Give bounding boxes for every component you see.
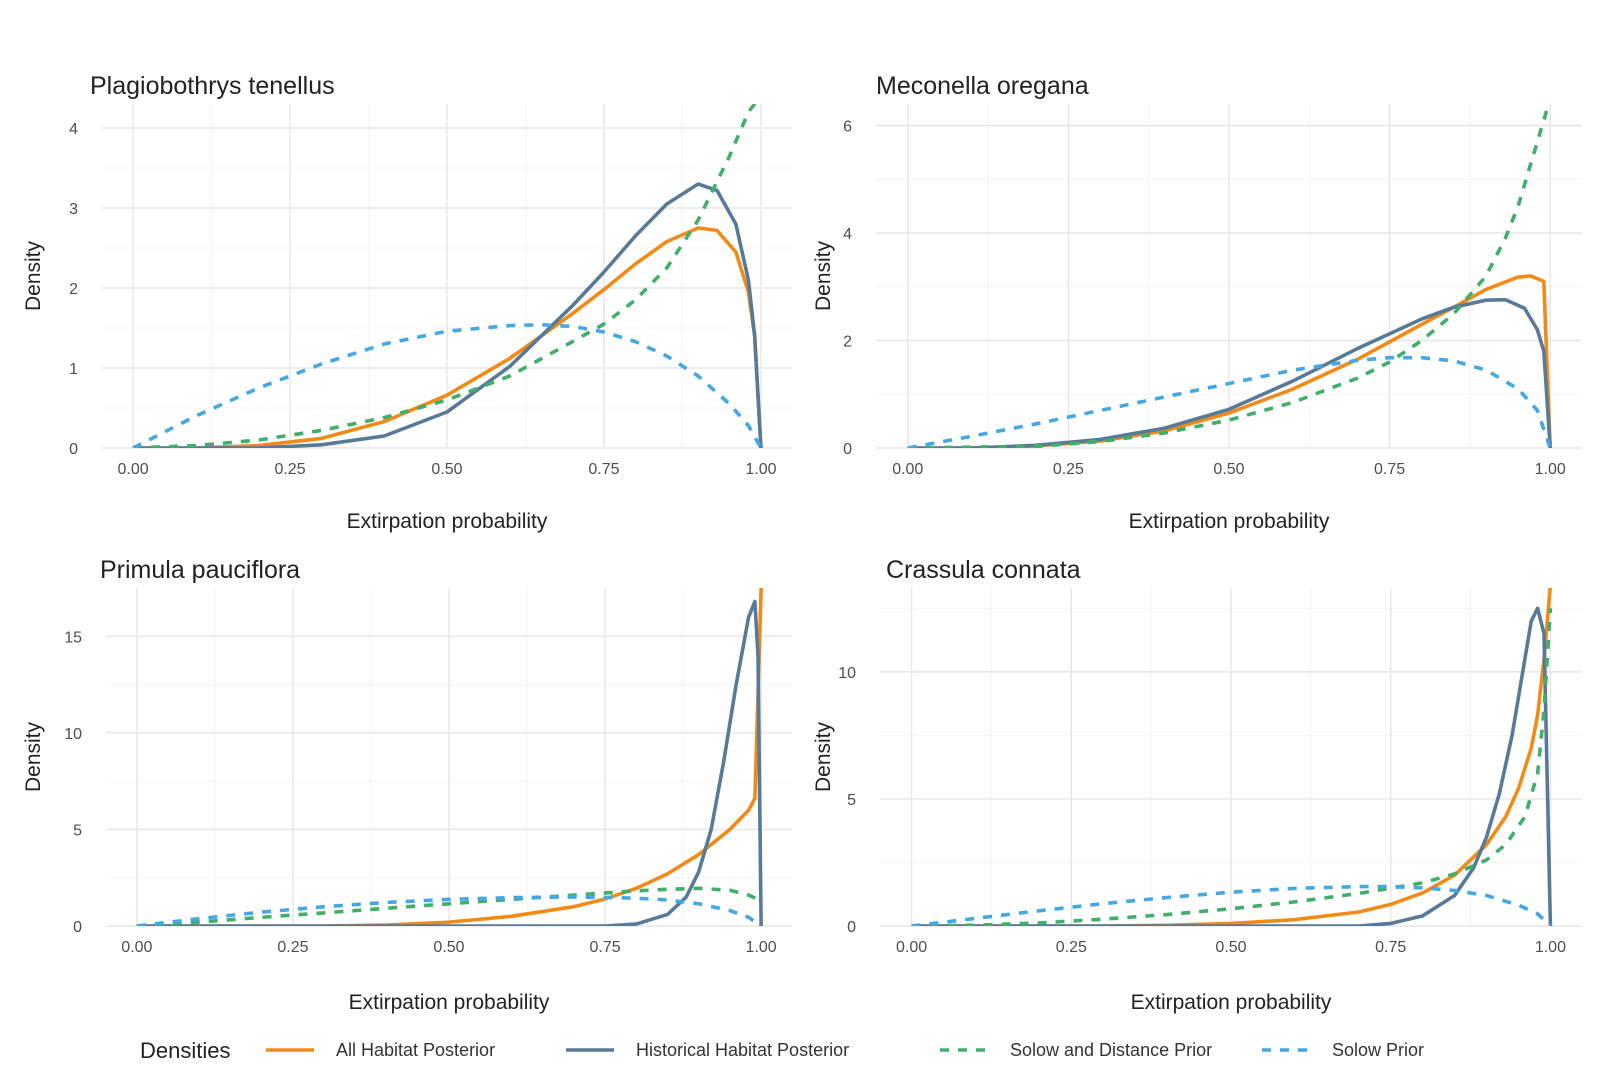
series-line-historical-habitat-posterior: [133, 182, 763, 448]
y-tick-label: 1: [69, 361, 78, 378]
y-tick-label: 3: [69, 201, 78, 218]
y-tick-label: 10: [838, 665, 856, 682]
series-line-solow-prior: [136, 895, 763, 926]
y-tick-label: 6: [843, 119, 852, 136]
panel-plagiobothrys-tenellus: 0.00 0.25 0.50 0.75 1.00 0 1 2 3 4 Plagiobothrys t…: [22, 72, 792, 533]
x-tick-label: 1.00: [1535, 939, 1566, 956]
x-tick-label: 0.75: [589, 939, 620, 956]
gridlines: [880, 588, 1582, 927]
series-line-solow-and-distance-prior: [907, 104, 1551, 448]
gridlines: [106, 588, 792, 927]
x-tick-label: 1.00: [745, 461, 776, 478]
x-axis-title: Extirpation probability: [1129, 510, 1330, 533]
series-lines: [132, 104, 763, 448]
panel-primula-pauciflora: 0.00 0.25 0.50 0.75 1.00 0 5 10 15 Primula paucif…: [22, 556, 792, 1014]
y-tick-label: 2: [843, 334, 852, 351]
x-tick-label: 0.75: [1374, 461, 1405, 478]
y-tick-label: 0: [847, 919, 856, 936]
series-line-historical-habitat-posterior: [911, 606, 1553, 926]
x-tick-label: 0.75: [588, 461, 619, 478]
panel-title: Meconella oregana: [876, 72, 1089, 100]
x-tick-label: 0.25: [1053, 461, 1084, 478]
x-axis-title: Extirpation probability: [1131, 991, 1332, 1014]
panel-crassula-connata: 0.00 0.25 0.50 0.75 1.00 0 5 10 Crassula connata…: [812, 556, 1582, 1014]
panel-title: Plagiobothrys tenellus: [90, 72, 335, 100]
x-tick-label: 0.00: [117, 461, 148, 478]
y-axis-title: Density: [812, 240, 835, 311]
gridlines: [876, 104, 1582, 449]
y-axis-title: Density: [22, 721, 45, 792]
y-tick-label: 0: [69, 441, 78, 458]
series-lines: [136, 588, 763, 926]
series-line-historical-habitat-posterior: [907, 297, 1553, 448]
gridlines: [102, 104, 792, 449]
x-tick-label: 0.50: [431, 461, 462, 478]
y-tick-label: 2: [69, 281, 78, 298]
x-tick-label: 0.00: [892, 461, 923, 478]
panel-title: Crassula connata: [886, 556, 1081, 584]
y-tick-label: 4: [843, 226, 852, 243]
x-tick-label: 0.25: [1056, 939, 1087, 956]
series-line-all-habitat-posterior: [136, 588, 763, 926]
y-tick-label: 4: [69, 121, 78, 138]
x-tick-label: 0.00: [121, 939, 152, 956]
series-line-solow-prior: [911, 884, 1552, 926]
legend-label-historical-habitat-posterior: Historical Habitat Posterior: [636, 1040, 849, 1060]
y-tick-label: 10: [64, 726, 82, 743]
x-tick-label: 0.50: [1213, 461, 1244, 478]
x-tick-label: 0.50: [433, 939, 464, 956]
y-tick-label: 5: [73, 822, 82, 839]
y-tick-label: 15: [64, 629, 82, 646]
x-tick-label: 0.50: [1215, 939, 1246, 956]
series-line-solow-prior: [907, 355, 1552, 448]
y-axis-title: Density: [812, 721, 835, 792]
x-tick-label: 0.00: [896, 939, 927, 956]
legend-title: Densities: [140, 1038, 230, 1063]
y-axis-title: Density: [22, 240, 45, 311]
x-tick-label: 0.25: [277, 939, 308, 956]
x-axis-title: Extirpation probability: [349, 991, 550, 1014]
y-tick-label: 0: [843, 441, 852, 458]
series-lines: [907, 104, 1553, 448]
legend: Densities All Habitat Posterior Historical…: [140, 1038, 1424, 1063]
x-tick-label: 1.00: [1535, 461, 1566, 478]
y-tick-label: 0: [73, 919, 82, 936]
y-tick-label: 5: [847, 792, 856, 809]
legend-label-all-habitat-posterior: All Habitat Posterior: [336, 1040, 495, 1060]
series-line-solow-prior: [132, 323, 763, 448]
panel-meconella-oregana: 0.00 0.25 0.50 0.75 1.00 0 2 4 6 Meconella oregan…: [812, 72, 1582, 533]
legend-label-solow-and-distance-prior: Solow and Distance Prior: [1010, 1040, 1212, 1060]
panel-title: Primula pauciflora: [100, 556, 300, 584]
legend-label-solow-prior: Solow Prior: [1332, 1040, 1424, 1060]
x-tick-label: 1.00: [746, 939, 777, 956]
series-line-solow-and-distance-prior: [132, 104, 757, 448]
series-line-all-habitat-posterior: [133, 226, 763, 448]
series-lines: [911, 588, 1553, 926]
x-tick-label: 0.75: [1375, 939, 1406, 956]
x-axis-title: Extirpation probability: [347, 510, 548, 533]
x-tick-label: 0.25: [274, 461, 305, 478]
series-line-historical-habitat-posterior: [136, 599, 763, 926]
